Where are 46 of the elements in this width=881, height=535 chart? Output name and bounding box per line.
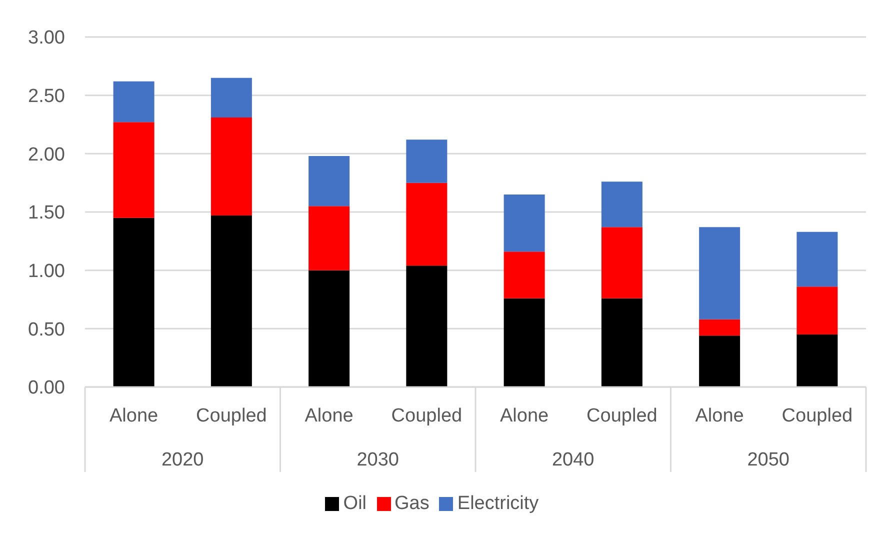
bar xyxy=(601,227,642,298)
bar xyxy=(699,319,740,336)
bar xyxy=(308,156,350,206)
y-tick-label: 2.50 xyxy=(28,86,65,108)
bar xyxy=(308,270,350,387)
bar xyxy=(699,227,740,320)
bar xyxy=(796,232,838,287)
bar xyxy=(406,182,448,266)
x-tick-label: Coupled xyxy=(391,406,462,426)
bar xyxy=(504,298,545,387)
bar xyxy=(601,182,642,228)
legend-label: Gas xyxy=(394,493,430,514)
bar xyxy=(504,252,545,298)
bar xyxy=(699,336,740,387)
y-tick-label: 1.50 xyxy=(28,202,65,224)
bar xyxy=(796,286,838,334)
x-tick-label: Alone xyxy=(695,406,744,426)
bar xyxy=(210,118,252,216)
bar xyxy=(601,298,642,387)
x-tick-label: Coupled xyxy=(782,406,853,426)
text: 2040 xyxy=(552,450,594,470)
bar xyxy=(308,206,350,270)
legend-label: Oil xyxy=(343,493,367,514)
bar xyxy=(504,194,545,252)
text: 2020 xyxy=(161,450,204,470)
x-tick-label: Coupled xyxy=(586,406,658,426)
x-tick-label: Coupled xyxy=(196,406,267,426)
bar xyxy=(406,266,448,387)
x-tick-label: Alone xyxy=(110,406,158,426)
text: 2050 xyxy=(747,450,790,470)
x-tick-label: Alone xyxy=(304,406,354,426)
bar xyxy=(210,78,252,118)
bar xyxy=(210,216,252,387)
y-tick-label: 3.00 xyxy=(28,28,65,49)
bar xyxy=(113,122,154,218)
y-tick-label: 2.00 xyxy=(28,144,65,166)
y-tick-label: 0.00 xyxy=(28,378,65,399)
y-tick-label: 0.50 xyxy=(28,319,65,340)
x-tick-label: Alone xyxy=(500,406,549,426)
y-tick-label: 1.00 xyxy=(28,261,65,282)
text: 2030 xyxy=(356,450,400,470)
bar xyxy=(113,218,154,387)
bar xyxy=(113,81,154,122)
bar xyxy=(796,334,838,387)
bar xyxy=(406,140,448,183)
legend-label: Electricity xyxy=(457,493,539,514)
